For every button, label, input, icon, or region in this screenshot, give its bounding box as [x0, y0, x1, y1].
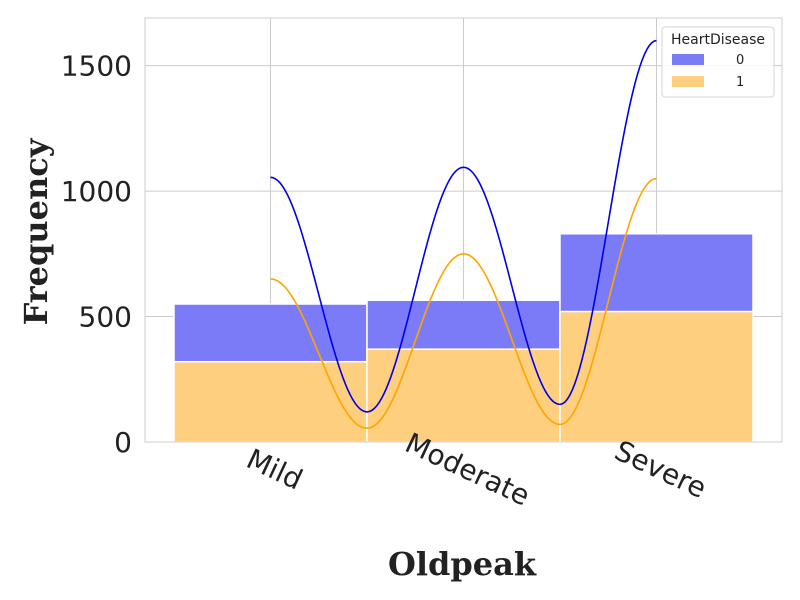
y-tick-label: 1500 [61, 50, 132, 83]
bar-1-severe [559, 310, 754, 443]
legend-label-0: 0 [736, 53, 744, 68]
kde-curves [270, 39, 657, 430]
legend-label-1: 1 [736, 75, 744, 90]
legend-swatch-0 [672, 54, 704, 65]
y-tick-label: 1000 [61, 175, 132, 208]
y-axis-label: Frequency [17, 137, 55, 325]
bar-1-moderate [366, 348, 561, 443]
legend-swatch-1 [672, 76, 704, 87]
kde-line-1 [270, 177, 657, 430]
legend: HeartDisease 01 [661, 26, 775, 98]
bars [173, 233, 754, 443]
y-tick-label: 500 [79, 301, 132, 334]
legend-entries: 01 [672, 53, 744, 90]
legend-title: HeartDisease [671, 32, 765, 48]
x-tick-label: Severe [610, 434, 712, 505]
y-tick-label: 0 [114, 426, 132, 459]
x-tick-label: Mild [241, 442, 307, 496]
y-tick-labels: 0 500 1000 1500 [61, 50, 132, 459]
kde-line-0 [270, 39, 657, 413]
x-axis-label: Oldpeak [388, 545, 537, 583]
bar-1-mild [173, 360, 368, 443]
plot-frame [144, 17, 783, 443]
